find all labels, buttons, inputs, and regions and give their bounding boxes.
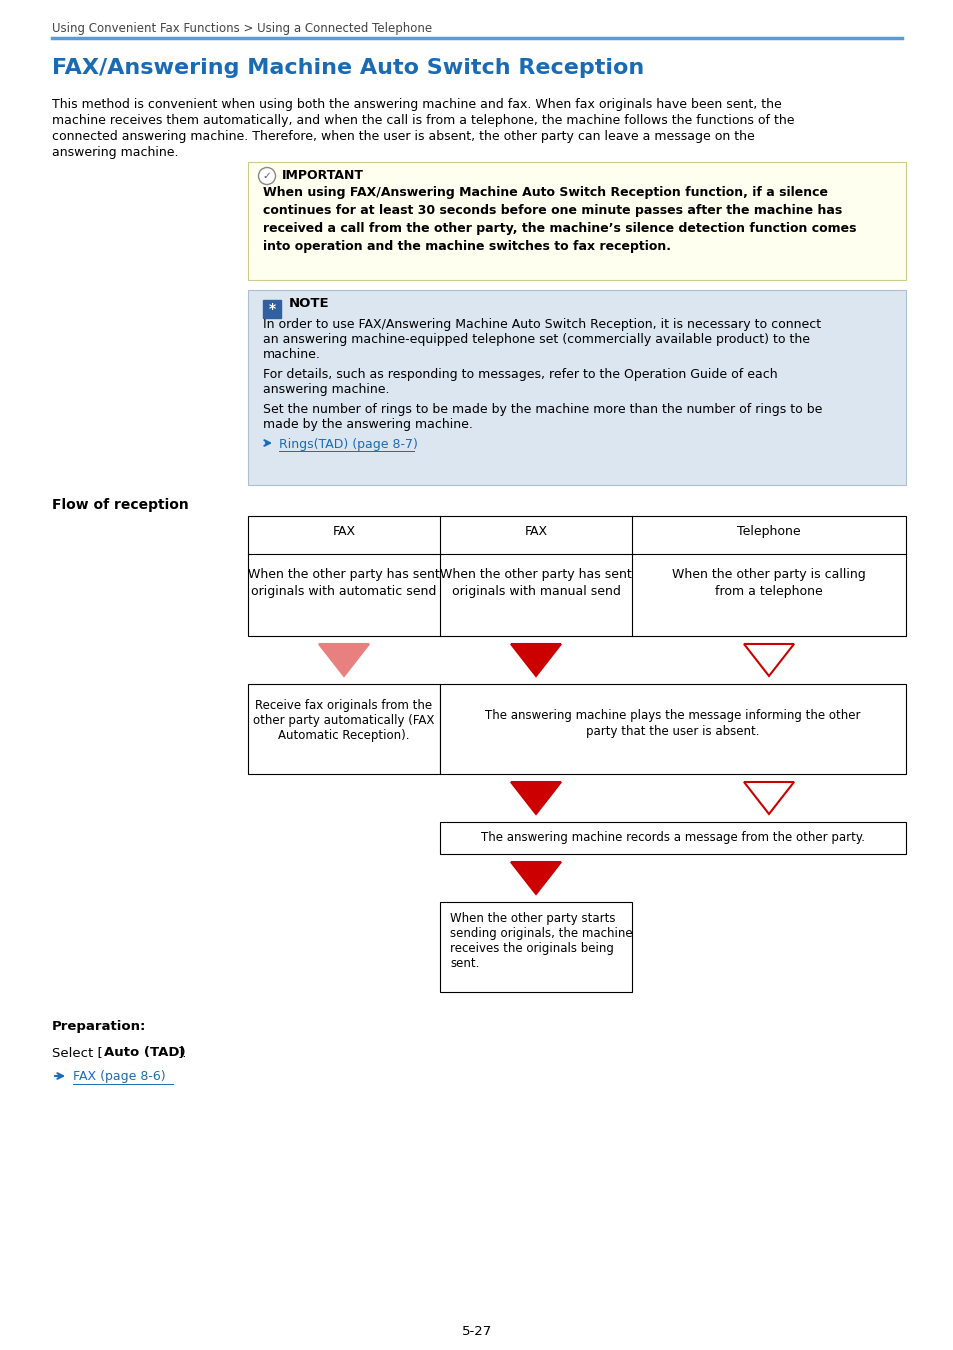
- Text: NOTE: NOTE: [289, 297, 330, 310]
- Text: 5-27: 5-27: [461, 1324, 492, 1338]
- Text: receives the originals being: receives the originals being: [450, 942, 613, 954]
- Text: Automatic Reception).: Automatic Reception).: [278, 729, 410, 742]
- Bar: [439, 902, 631, 992]
- Polygon shape: [511, 644, 560, 676]
- Text: continues for at least 30 seconds before one minute passes after the machine has: continues for at least 30 seconds before…: [263, 204, 841, 217]
- Text: For details, such as responding to messages, refer to the Operation Guide of eac: For details, such as responding to messa…: [263, 369, 777, 381]
- Text: Telephone: Telephone: [737, 525, 800, 539]
- Text: from a telephone: from a telephone: [715, 585, 822, 598]
- Polygon shape: [318, 644, 369, 676]
- Text: Set the number of rings to be made by the machine more than the number of rings : Set the number of rings to be made by th…: [263, 404, 821, 416]
- Text: *: *: [268, 302, 275, 316]
- Text: FAX: FAX: [332, 525, 355, 539]
- Circle shape: [258, 167, 275, 185]
- Text: In order to use FAX/Answering Machine Auto Switch Reception, it is necessary to : In order to use FAX/Answering Machine Au…: [263, 319, 821, 331]
- FancyBboxPatch shape: [263, 300, 281, 319]
- Bar: [248, 516, 905, 636]
- Text: Using Convenient Fax Functions > Using a Connected Telephone: Using Convenient Fax Functions > Using a…: [52, 22, 432, 35]
- Bar: [248, 290, 905, 485]
- Text: ✓: ✓: [262, 171, 271, 181]
- Text: When the other party starts: When the other party starts: [450, 913, 615, 925]
- Text: machine receives them automatically, and when the call is from a telephone, the : machine receives them automatically, and…: [52, 113, 794, 127]
- Text: FAX (page 8-6): FAX (page 8-6): [73, 1071, 166, 1083]
- Polygon shape: [511, 782, 560, 814]
- Text: Rings(TAD) (page 8-7): Rings(TAD) (page 8-7): [278, 437, 417, 451]
- Text: other party automatically (FAX: other party automatically (FAX: [253, 714, 435, 728]
- Text: originals with automatic send: originals with automatic send: [251, 585, 436, 598]
- Text: machine.: machine.: [263, 348, 320, 360]
- Text: The answering machine plays the message informing the other: The answering machine plays the message …: [485, 709, 860, 722]
- Text: Preparation:: Preparation:: [52, 1021, 146, 1033]
- Text: sent.: sent.: [450, 957, 478, 971]
- Text: connected answering machine. Therefore, when the user is absent, the other party: connected answering machine. Therefore, …: [52, 130, 754, 143]
- Text: ].: ].: [178, 1046, 187, 1058]
- Text: Auto (TAD): Auto (TAD): [104, 1046, 186, 1058]
- Text: FAX/Answering Machine Auto Switch Reception: FAX/Answering Machine Auto Switch Recept…: [52, 58, 643, 78]
- Text: an answering machine-equipped telephone set (commercially available product) to : an answering machine-equipped telephone …: [263, 333, 809, 346]
- Text: Receive fax originals from the: Receive fax originals from the: [255, 699, 432, 711]
- Text: The answering machine records a message from the other party.: The answering machine records a message …: [480, 832, 864, 844]
- Bar: [439, 822, 905, 855]
- Text: FAX: FAX: [524, 525, 547, 539]
- Text: When the other party has sent: When the other party has sent: [439, 568, 631, 580]
- Text: When the other party is calling: When the other party is calling: [672, 568, 865, 580]
- Text: sending originals, the machine: sending originals, the machine: [450, 927, 632, 940]
- Bar: [439, 684, 905, 774]
- Text: answering machine.: answering machine.: [52, 146, 178, 159]
- Text: When using FAX/Answering Machine Auto Switch Reception function, if a silence: When using FAX/Answering Machine Auto Sw…: [263, 186, 827, 198]
- Text: party that the user is absent.: party that the user is absent.: [586, 725, 759, 738]
- Text: answering machine.: answering machine.: [263, 383, 389, 396]
- Bar: [248, 684, 439, 774]
- Bar: [248, 162, 905, 279]
- Text: Flow of reception: Flow of reception: [52, 498, 189, 512]
- Text: Select [: Select [: [52, 1046, 103, 1058]
- Polygon shape: [511, 863, 560, 894]
- Text: This method is convenient when using both the answering machine and fax. When fa: This method is convenient when using bot…: [52, 99, 781, 111]
- Text: originals with manual send: originals with manual send: [451, 585, 619, 598]
- Text: into operation and the machine switches to fax reception.: into operation and the machine switches …: [263, 240, 670, 252]
- Text: When the other party has sent: When the other party has sent: [248, 568, 439, 580]
- Text: made by the answering machine.: made by the answering machine.: [263, 418, 473, 431]
- Text: IMPORTANT: IMPORTANT: [282, 169, 364, 182]
- Text: received a call from the other party, the machine’s silence detection function c: received a call from the other party, th…: [263, 221, 856, 235]
